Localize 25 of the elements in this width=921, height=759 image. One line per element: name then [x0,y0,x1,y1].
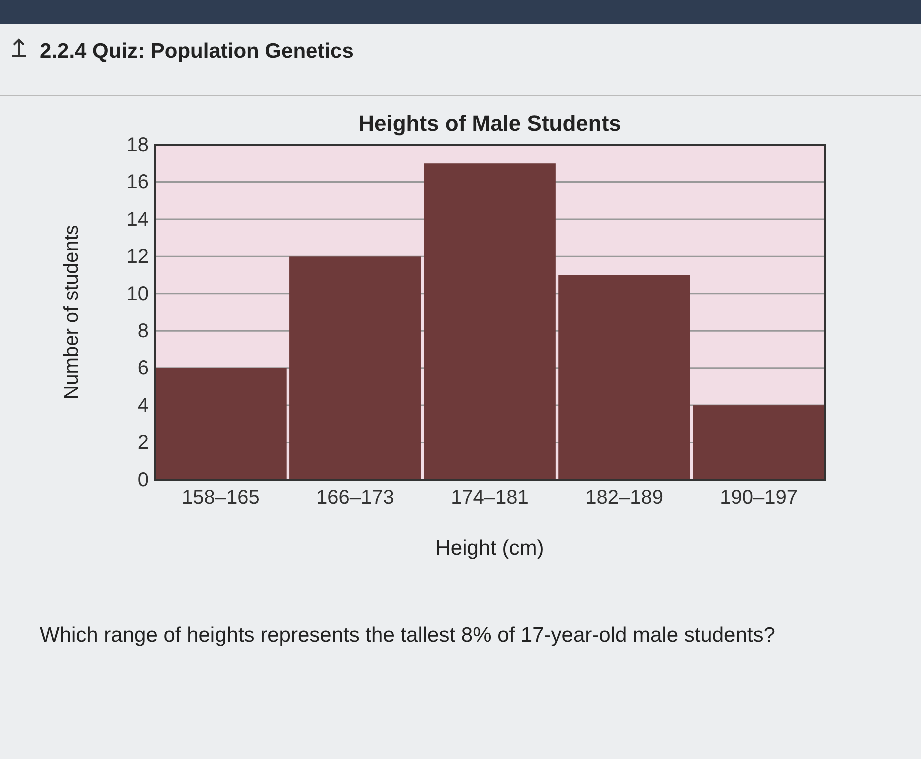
bar [558,275,690,480]
bar [290,256,422,480]
y-tick-label: 14 [126,208,149,231]
text: 2.2.4 Quiz: Population Genetics [40,40,354,63]
y-tick-label: 18 [126,134,149,156]
text: Which range of heights represents the tallest 8% of 17-year-old male students? [40,624,776,647]
y-tick-label: 6 [138,358,149,380]
bar [693,406,825,480]
bar [424,164,556,480]
y-tick-label: 0 [138,469,149,492]
x-tick-label: 174–181 [451,487,529,510]
y-tick-label: 10 [126,283,149,306]
x-tick-label: 190–197 [720,487,798,510]
y-tick-label: 8 [138,320,149,343]
y-axis-title: Number of students [61,225,83,400]
y-tick-label: 12 [126,246,149,268]
y-tick-label: 4 [138,394,149,417]
bar [155,368,287,480]
chart-title: Heights of Male Students [358,111,622,136]
x-tick-label: 158–165 [182,487,260,510]
x-tick-label: 166–173 [316,487,394,510]
x-tick-label: 182–189 [586,487,664,510]
y-tick-label: 16 [126,172,149,194]
y-tick-label: 2 [138,432,149,454]
x-axis-title: Height (cm) [436,537,544,560]
